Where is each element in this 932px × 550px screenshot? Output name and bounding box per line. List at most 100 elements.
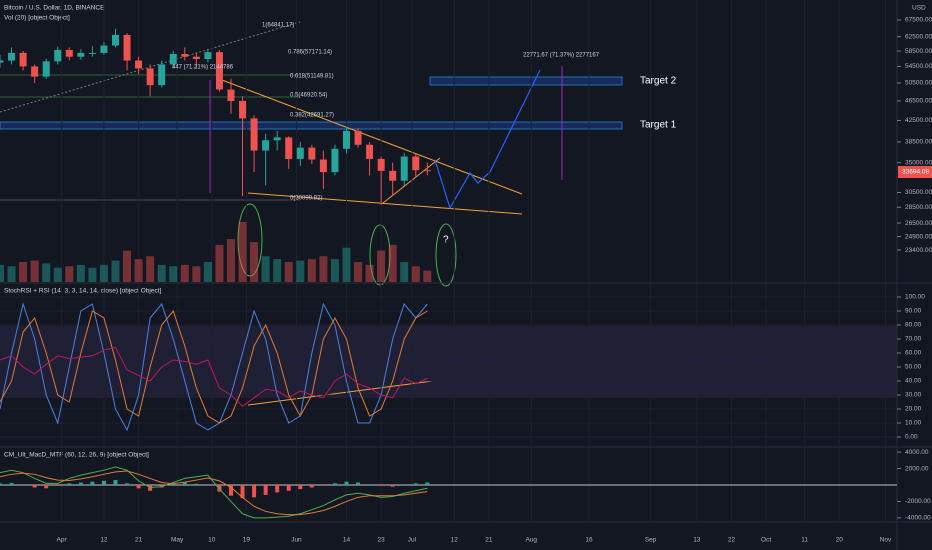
candle-body <box>8 52 16 61</box>
volume-bar <box>192 266 201 282</box>
candle-body <box>0 60 4 63</box>
candle-body <box>296 147 304 159</box>
candle-body <box>400 156 408 181</box>
y-tick-label: 62500.00 <box>905 33 932 40</box>
histogram-bar <box>125 483 130 485</box>
volume-highlight <box>369 224 391 286</box>
candle-body <box>412 156 420 171</box>
volume-bar <box>157 264 166 282</box>
series-line <box>0 302 428 432</box>
candle-body <box>192 56 200 59</box>
y-tick-label: 70.00 <box>905 336 922 343</box>
histogram-bar <box>194 483 199 485</box>
volume-bar <box>238 222 247 282</box>
volume-bar <box>146 256 155 282</box>
candle-body <box>366 144 374 159</box>
stoch-title: StochRSI + RSI (14, 3, 3, 14, 14, close)… <box>4 288 162 295</box>
volume-bar <box>30 260 39 282</box>
histogram-bar <box>55 485 60 486</box>
histogram-bar <box>101 480 106 485</box>
histogram-bar <box>0 483 2 485</box>
histogram-bar <box>275 485 280 493</box>
volume-bar <box>388 244 397 282</box>
volume-bar <box>65 266 74 282</box>
histogram-bar <box>113 480 118 485</box>
candle-body <box>250 118 258 151</box>
x-tick-label: Sep <box>645 537 657 544</box>
x-tick-label: Jul <box>408 537 417 544</box>
volume-title: Vol (20) [object Object] <box>4 15 70 22</box>
histogram-bar <box>263 485 268 495</box>
series-line <box>0 309 428 424</box>
y-tick-label: 80.00 <box>905 322 922 329</box>
volume-bar <box>273 259 282 282</box>
volume-bar <box>250 242 259 282</box>
x-tick-label: Aug <box>525 537 537 544</box>
annotation: Target 1 <box>640 120 677 131</box>
volume-bar <box>342 247 351 282</box>
histogram-bar <box>367 484 372 485</box>
x-tick-label: 23 <box>378 537 386 544</box>
x-tick-label: 13 <box>693 537 701 544</box>
histogram-bar <box>32 485 37 488</box>
annotation: 1(64841.17) <box>262 23 294 29</box>
volume-bar <box>111 260 120 282</box>
candle-body <box>389 170 397 181</box>
candle-body <box>111 34 119 46</box>
volume-bar <box>0 264 4 282</box>
volume-bar <box>307 259 316 282</box>
candle-body <box>65 49 73 57</box>
histogram-bar <box>90 481 95 485</box>
volume-bar <box>423 270 432 282</box>
annotation: 0.618(51149.81) <box>290 74 334 80</box>
volume-bar <box>7 266 16 282</box>
y-tick-label: 50500.00 <box>905 80 932 87</box>
candle-body <box>239 100 247 119</box>
macd-title: CM_Ult_MacD_MTF (60, 12, 26, 9) [object … <box>4 452 149 459</box>
y-tick-label: 54500.00 <box>905 63 932 70</box>
volume-bar <box>365 264 374 282</box>
y-tick-label: 46500.00 <box>905 98 932 105</box>
histogram-bar <box>425 482 430 485</box>
x-tick-label: 11 <box>801 537 808 544</box>
volume-bar <box>330 259 339 282</box>
histogram-bar <box>78 482 83 485</box>
y-tick-label: 35000.00 <box>905 159 932 166</box>
volume-bar <box>180 264 189 282</box>
x-tick-label: 22 <box>728 537 736 544</box>
annotation: 0.5(46920.54) <box>290 93 327 99</box>
volume-highlight <box>435 223 457 287</box>
volume-bar <box>123 250 132 282</box>
candle-body <box>77 52 85 57</box>
y-tick-label: 40.00 <box>905 378 922 385</box>
series-line <box>0 346 428 407</box>
y-tick-label: 4000.00 <box>905 449 929 456</box>
y-tick-label: 20.00 <box>905 406 922 413</box>
x-tick-label: 19 <box>243 537 251 544</box>
y-tick-label: -2000.00 <box>905 498 931 505</box>
histogram-bar <box>309 485 314 488</box>
y-tick-label: 23400.00 <box>905 247 932 254</box>
annotation: ? <box>443 235 449 246</box>
histogram-bar <box>228 485 233 496</box>
x-tick-label: Nov <box>880 537 892 544</box>
candle-body <box>88 52 96 54</box>
y-tick-label: 10.00 <box>905 420 922 427</box>
annotation: Target 2 <box>640 76 677 87</box>
series-line <box>0 470 428 516</box>
volume-bar <box>99 264 108 282</box>
candle-body <box>54 49 62 62</box>
volume-bar <box>400 262 409 282</box>
volume-bar <box>377 250 386 282</box>
volume-bar <box>319 256 328 282</box>
projection <box>434 69 541 210</box>
volume-bar <box>296 260 305 282</box>
volume-bar <box>53 267 62 282</box>
axis-label: USD <box>912 5 926 12</box>
annotation: 0.382(42691.27) <box>290 113 334 119</box>
candle-body <box>331 148 339 173</box>
volume-bar <box>215 244 224 282</box>
histogram-bar <box>217 485 222 492</box>
annotation: 22771.67 (71.37%) 2277167 <box>523 53 600 59</box>
